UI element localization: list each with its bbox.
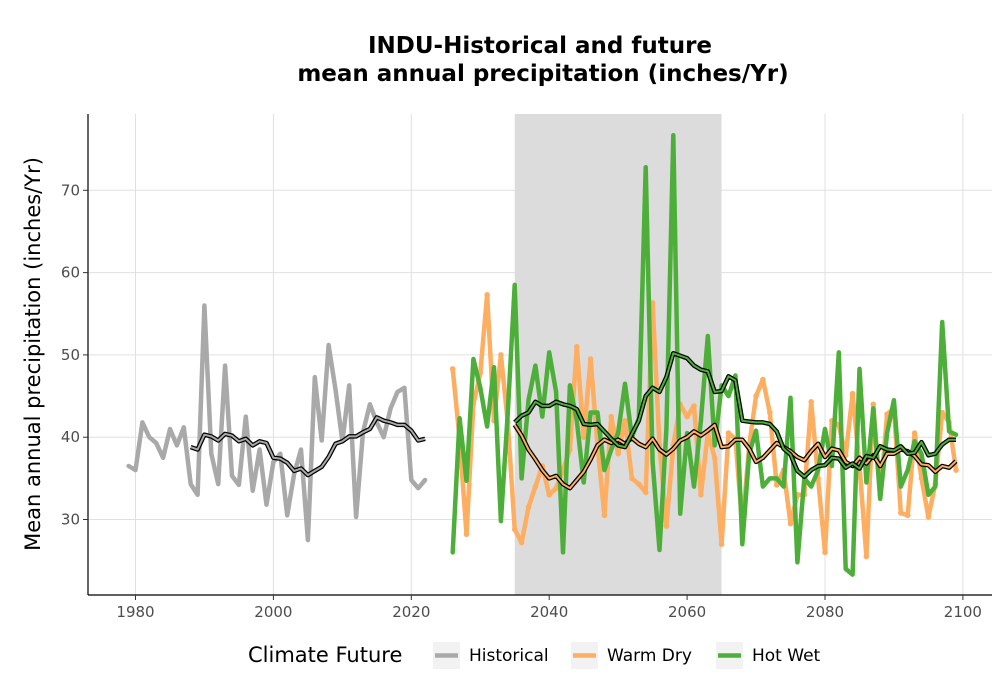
rolling-mean-hot-wet (514, 352, 956, 478)
data-point-warm-dry (753, 393, 759, 399)
x-tick-label: 2060 (668, 603, 706, 621)
y-tick-label: 60 (61, 264, 80, 282)
data-point-warm-dry (642, 489, 649, 496)
shaded-period (514, 114, 722, 595)
data-point-warm-dry (649, 300, 656, 306)
data-point-warm-dry (925, 514, 932, 520)
data-point-warm-dry (518, 539, 525, 546)
rolling-mean-historical (190, 416, 426, 477)
data-point-warm-dry (553, 485, 559, 492)
data-point-warm-dry (698, 492, 704, 498)
y-axis-title: Mean annual precipitation (inches/Yr) (21, 157, 45, 551)
legend: Climate Future Historical Warm Dry Hot Wet (248, 642, 821, 669)
data-point-warm-dry (904, 512, 911, 519)
x-tick-label: 2000 (254, 603, 292, 621)
data-point-warm-dry (615, 450, 621, 457)
data-point-warm-dry (939, 409, 946, 416)
data-point-warm-dry (511, 526, 518, 533)
series-line-hot-wet (450, 132, 959, 577)
data-point-warm-dry (525, 504, 532, 510)
data-point-warm-dry (870, 401, 877, 408)
series-line-historical (126, 303, 428, 543)
legend-title: Climate Future (248, 643, 402, 667)
data-point-warm-dry (822, 549, 828, 556)
data-point-warm-dry (546, 492, 552, 498)
data-point-warm-dry (691, 403, 697, 409)
legend-label-hot-wet: Hot Wet (752, 646, 821, 666)
y-tick-label: 30 (61, 511, 80, 529)
data-point-warm-dry (808, 399, 815, 405)
data-point-warm-dry (711, 454, 718, 461)
rolling-mean-warm-dry (513, 423, 957, 490)
data-point-warm-dry (898, 510, 904, 516)
x-tick-label: 2020 (392, 603, 430, 621)
y-tick-label: 40 (61, 428, 80, 446)
data-point-warm-dry (636, 481, 642, 487)
chart-title-line2: mean annual precipitation (inches/Yr) (297, 61, 788, 87)
data-point-warm-dry (787, 520, 794, 527)
data-point-warm-dry (760, 376, 766, 383)
x-tick-label: 1980 (116, 603, 154, 621)
data-point-warm-dry (725, 430, 732, 436)
x-tick-label: 2100 (944, 603, 982, 621)
plot-area: 1980 2000 2020 2040 2060 2080 2100 30 40 50 60 70 (61, 114, 992, 621)
data-point-warm-dry (608, 413, 615, 420)
data-point-warm-dry (629, 475, 635, 482)
y-tick-label: 50 (61, 346, 80, 364)
x-tick-label: 2080 (806, 603, 844, 621)
x-tick-label: 2040 (530, 603, 568, 621)
series-group (126, 132, 959, 577)
data-point-warm-dry (484, 292, 490, 298)
data-point-warm-dry (580, 434, 587, 441)
data-point-warm-dry (684, 413, 690, 420)
data-point-warm-dry (463, 531, 470, 538)
data-point-warm-dry (601, 512, 608, 519)
y-tick-label: 70 (61, 181, 80, 199)
data-point-warm-dry (911, 430, 918, 436)
data-point-warm-dry (587, 356, 594, 362)
data-point-warm-dry (918, 475, 925, 482)
data-point-warm-dry (498, 352, 504, 358)
rolling-mean-historical-outline (189, 415, 426, 478)
data-point-warm-dry (953, 467, 959, 473)
data-point-warm-dry (622, 417, 628, 424)
chart-title-line1: INDU-Historical and future (368, 33, 712, 59)
data-point-warm-dry (767, 409, 773, 416)
data-point-warm-dry (863, 553, 870, 560)
data-point-warm-dry (849, 390, 856, 397)
data-point-warm-dry (663, 523, 670, 529)
legend-label-warm-dry: Warm Dry (607, 646, 692, 666)
data-point-warm-dry (573, 343, 580, 350)
data-point-warm-dry (718, 541, 725, 547)
legend-label-historical: Historical (469, 646, 549, 666)
data-point-warm-dry (449, 366, 456, 372)
data-point-warm-dry (532, 483, 539, 490)
